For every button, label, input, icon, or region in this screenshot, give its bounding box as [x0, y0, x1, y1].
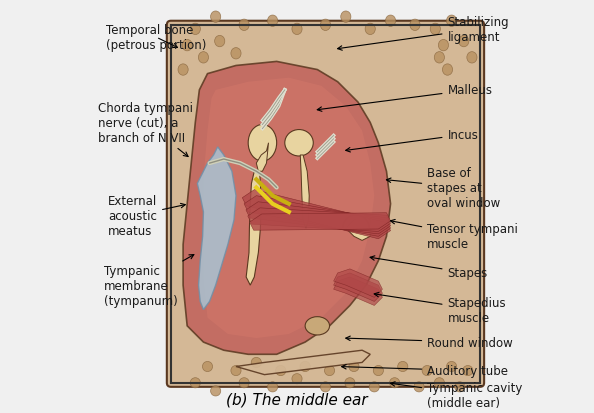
Ellipse shape — [198, 52, 208, 64]
Ellipse shape — [447, 361, 457, 372]
Text: Chorda tympani
nerve (cut), a
branch of N VII: Chorda tympani nerve (cut), a branch of … — [97, 102, 192, 157]
Ellipse shape — [267, 16, 277, 27]
Ellipse shape — [324, 366, 334, 376]
Text: Stapes: Stapes — [370, 256, 488, 280]
Ellipse shape — [422, 366, 432, 376]
Text: Tympanic cavity
(middle ear): Tympanic cavity (middle ear) — [390, 381, 523, 409]
Polygon shape — [334, 278, 383, 306]
Ellipse shape — [369, 382, 380, 392]
Text: Auditory tube: Auditory tube — [342, 364, 508, 377]
Text: Stapedius
muscle: Stapedius muscle — [374, 293, 506, 324]
Ellipse shape — [430, 24, 440, 36]
Ellipse shape — [214, 36, 225, 47]
Ellipse shape — [365, 24, 375, 36]
Ellipse shape — [414, 382, 424, 392]
Ellipse shape — [239, 378, 249, 388]
Text: Tensor tympani
muscle: Tensor tympani muscle — [390, 220, 518, 251]
Polygon shape — [183, 62, 391, 354]
Ellipse shape — [305, 317, 330, 335]
Ellipse shape — [178, 65, 188, 76]
Polygon shape — [334, 269, 383, 298]
Ellipse shape — [390, 378, 400, 388]
Ellipse shape — [210, 386, 221, 396]
Text: (b) The middle ear: (b) The middle ear — [226, 392, 368, 406]
Ellipse shape — [251, 358, 261, 368]
Ellipse shape — [231, 366, 241, 376]
Polygon shape — [246, 202, 391, 234]
Polygon shape — [346, 216, 370, 241]
Ellipse shape — [447, 16, 457, 27]
Ellipse shape — [276, 366, 286, 376]
Ellipse shape — [454, 382, 465, 392]
Ellipse shape — [292, 374, 302, 384]
Ellipse shape — [341, 12, 351, 23]
Ellipse shape — [434, 52, 444, 64]
Ellipse shape — [443, 65, 453, 76]
Ellipse shape — [463, 366, 473, 376]
Ellipse shape — [320, 382, 330, 392]
Polygon shape — [242, 190, 391, 239]
Text: Round window: Round window — [346, 336, 513, 349]
Ellipse shape — [373, 366, 384, 376]
Ellipse shape — [397, 361, 408, 372]
Ellipse shape — [345, 378, 355, 388]
Ellipse shape — [459, 36, 469, 47]
Ellipse shape — [239, 20, 249, 31]
Ellipse shape — [349, 361, 359, 372]
Ellipse shape — [285, 130, 313, 157]
Ellipse shape — [182, 40, 192, 52]
Text: Tympanic
membrane
(tympanum): Tympanic membrane (tympanum) — [104, 255, 194, 307]
Polygon shape — [334, 273, 383, 301]
Ellipse shape — [248, 125, 277, 161]
Polygon shape — [249, 213, 391, 231]
Text: Malleus: Malleus — [317, 84, 492, 112]
Polygon shape — [257, 143, 268, 172]
Polygon shape — [197, 147, 236, 310]
Ellipse shape — [190, 24, 200, 36]
Text: Incus: Incus — [346, 129, 478, 153]
Polygon shape — [236, 350, 370, 375]
Polygon shape — [203, 78, 374, 338]
Ellipse shape — [410, 20, 420, 31]
Ellipse shape — [210, 12, 221, 23]
Text: External
acoustic
meatus: External acoustic meatus — [108, 195, 185, 238]
Ellipse shape — [438, 40, 448, 52]
Text: Stabilizing
ligament: Stabilizing ligament — [337, 16, 509, 51]
Ellipse shape — [190, 378, 200, 388]
Ellipse shape — [267, 382, 277, 392]
Polygon shape — [248, 208, 391, 232]
FancyBboxPatch shape — [167, 21, 484, 387]
Ellipse shape — [300, 361, 310, 372]
Ellipse shape — [203, 361, 213, 372]
Ellipse shape — [292, 24, 302, 36]
Polygon shape — [246, 172, 261, 285]
Text: Temporal bone
(petrous portion): Temporal bone (petrous portion) — [106, 24, 206, 52]
Polygon shape — [300, 156, 309, 229]
Ellipse shape — [231, 48, 241, 60]
Ellipse shape — [320, 20, 330, 31]
Ellipse shape — [434, 378, 444, 388]
Ellipse shape — [386, 16, 396, 27]
Text: Base of
stapes at
oval window: Base of stapes at oval window — [387, 166, 500, 209]
Polygon shape — [244, 196, 391, 237]
Ellipse shape — [467, 52, 477, 64]
